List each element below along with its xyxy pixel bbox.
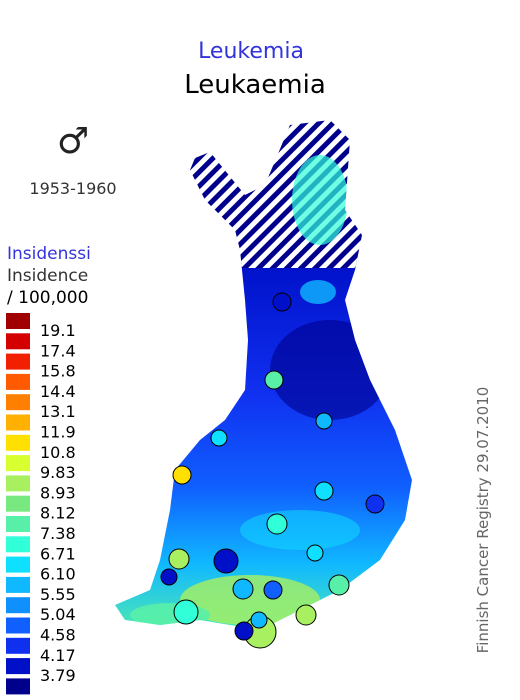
legend-swatch <box>6 434 30 451</box>
region-markers <box>160 292 385 649</box>
sex-symbol: ♂ <box>57 121 89 162</box>
legend-label: 6.71 <box>40 544 76 563</box>
legend-unit: / 100,000 <box>7 288 88 308</box>
legend-label: 17.4 <box>40 341 76 360</box>
legend-swatch <box>6 313 30 329</box>
legend-swatch <box>6 475 30 492</box>
legend-label: 8.93 <box>40 483 76 502</box>
legend-label: 4.58 <box>40 626 76 645</box>
legend-label: 6.10 <box>40 565 76 584</box>
legend-swatch <box>6 394 30 411</box>
legend-swatch <box>6 516 30 532</box>
legend-swatch <box>6 373 30 390</box>
legend-label: 5.55 <box>40 585 76 604</box>
source: Finnish Cancer Registry 29.07.2010 <box>474 387 492 654</box>
legend-swatch <box>6 333 30 350</box>
legend-label: 3.79 <box>40 666 76 685</box>
legend-swatch <box>6 637 30 654</box>
legend-label: 5.04 <box>40 605 76 624</box>
legend-label: 15.8 <box>40 362 76 381</box>
legend-label: 9.83 <box>40 463 76 482</box>
legend-label: 13.1 <box>40 402 76 421</box>
legend-title-en: Insidence <box>7 266 88 286</box>
title-fi: Leukemia <box>198 39 304 64</box>
legend-label: 8.12 <box>40 504 76 523</box>
title-en: Leukaemia <box>184 70 326 100</box>
period: 1953-1960 <box>29 179 116 198</box>
legend-swatch <box>6 617 30 634</box>
legend-label: 7.38 <box>40 524 76 543</box>
legend-swatch <box>6 597 30 614</box>
legend-swatch <box>6 536 30 553</box>
legend-label: 14.4 <box>40 382 76 401</box>
legend-swatch <box>6 576 30 593</box>
legend-label: 4.17 <box>40 646 76 665</box>
legend-swatch <box>6 455 30 472</box>
legend-title-fi: Insidenssi <box>7 244 91 264</box>
legend-swatch <box>6 658 30 675</box>
legend-swatch <box>6 495 30 512</box>
legend-label: 10.8 <box>40 443 76 462</box>
finland-map <box>115 120 412 630</box>
legend: 19.117.4 15.814.413.1 11.910.89.838.93 8.12… <box>6 313 76 695</box>
legend-swatch <box>6 353 30 370</box>
legend-label: 11.9 <box>40 423 76 442</box>
legend-swatch <box>6 678 30 695</box>
legend-label: 19.1 <box>40 321 76 340</box>
legend-swatch <box>6 414 30 431</box>
legend-swatch <box>6 556 30 573</box>
